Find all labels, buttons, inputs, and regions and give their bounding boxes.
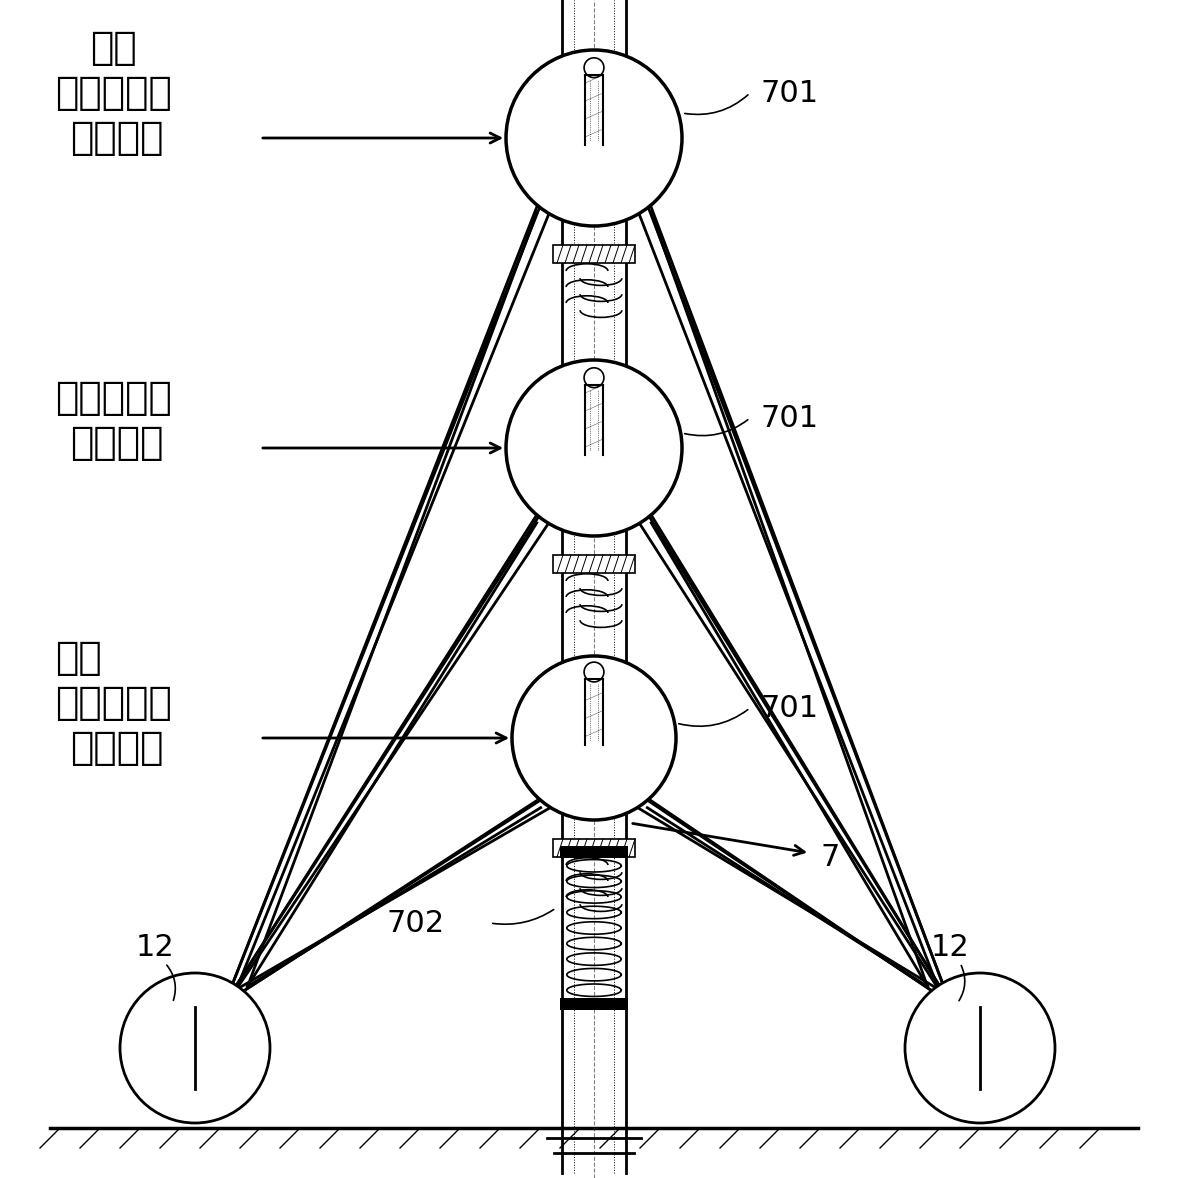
Text: 大于: 大于 <box>55 638 102 677</box>
Text: 701: 701 <box>760 404 819 432</box>
Text: 小于: 小于 <box>90 29 137 67</box>
Text: 张力预设値: 张力预设値 <box>55 379 172 417</box>
Text: 张力预设値: 张力预设値 <box>55 74 172 112</box>
Bar <box>560 846 628 858</box>
Text: 701: 701 <box>760 79 819 107</box>
Text: 7: 7 <box>820 843 840 873</box>
Bar <box>552 245 636 263</box>
Text: 弹簧位置: 弹簧位置 <box>70 119 164 157</box>
Text: 弹簧位置: 弹簧位置 <box>70 729 164 767</box>
Circle shape <box>120 973 270 1123</box>
Text: 12: 12 <box>930 933 969 962</box>
Text: 12: 12 <box>135 933 175 962</box>
Circle shape <box>506 360 682 536</box>
Text: 701: 701 <box>760 694 819 722</box>
Text: 弹簧位置: 弹簧位置 <box>70 424 164 462</box>
Circle shape <box>512 656 676 820</box>
Bar <box>560 998 628 1010</box>
Circle shape <box>506 49 682 226</box>
Text: 张力预设値: 张力预设値 <box>55 684 172 722</box>
Text: 702: 702 <box>387 908 446 938</box>
Bar <box>552 555 636 573</box>
Bar <box>552 839 636 858</box>
Circle shape <box>905 973 1055 1123</box>
